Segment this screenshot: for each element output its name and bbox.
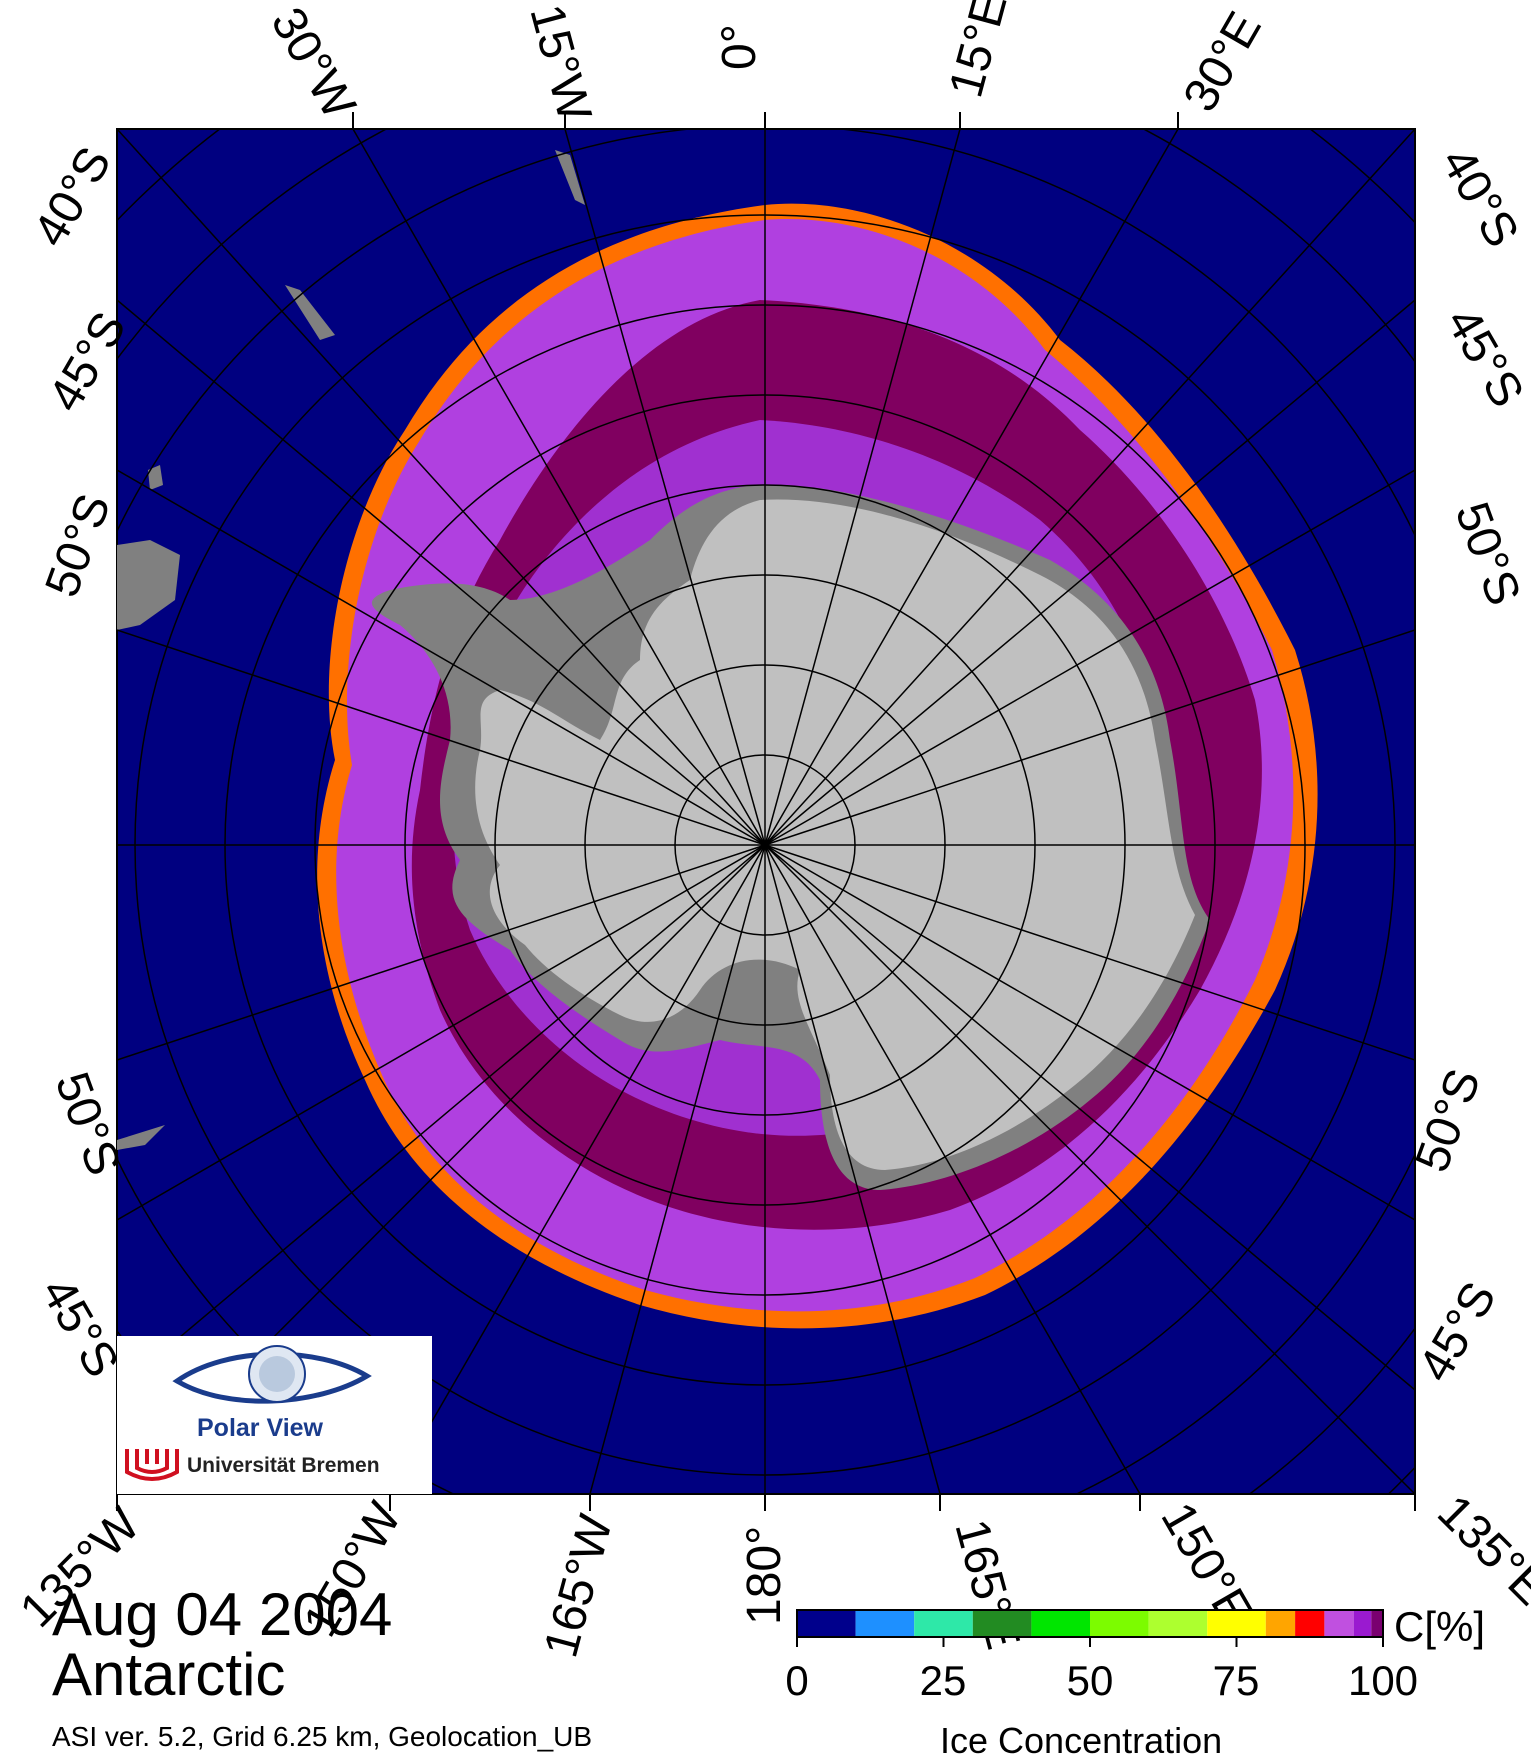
colorbar-tick: 75 — [1212, 1657, 1260, 1704]
colorbar-tick: 25 — [919, 1657, 967, 1704]
map-date: Aug 04 2004 — [52, 1581, 393, 1648]
label-left-50s-top: 50°S — [36, 487, 122, 603]
logo-institution: Universität Bremen — [187, 1454, 380, 1477]
label-top-15e: 15°E — [939, 0, 1017, 103]
label-top-0: 0° — [713, 24, 766, 70]
label-right-50s-bottom: 50°S — [1406, 1062, 1492, 1178]
label-right-40s: 40°S — [1430, 139, 1528, 256]
colorbar-segment — [1265, 1610, 1296, 1637]
frame-ticks — [116, 112, 1416, 1511]
colorbar-tick: 50 — [1066, 1657, 1114, 1704]
colorbar-segment — [1324, 1610, 1354, 1637]
colorbar-segment — [855, 1610, 915, 1637]
colorbar-frame — [796, 1609, 1384, 1638]
island-georgia — [555, 150, 585, 205]
polar-view-logo: Polar View Universität Bremen — [117, 1336, 432, 1494]
colorbar-segment — [914, 1610, 973, 1637]
colorbar-unit: C[%] — [1394, 1603, 1486, 1650]
colorbar-segment — [1295, 1610, 1325, 1637]
university-emblem-icon — [125, 1449, 179, 1481]
label-right-45s-bottom: 45°S — [1409, 1273, 1507, 1390]
label-left-45s-bottom: 45°S — [30, 1269, 128, 1386]
colorbar-tick: 0 — [785, 1657, 809, 1704]
colorbar-segment — [1207, 1610, 1266, 1637]
label-bottom-180: 180° — [738, 1526, 791, 1625]
colorbar-segment — [972, 1610, 1032, 1637]
label-bottom-165w: 165°W — [534, 1509, 623, 1663]
colorbar-segment — [1353, 1610, 1372, 1637]
antarctica-ice-sheet — [475, 499, 1195, 1170]
colorbar-segment — [1031, 1610, 1090, 1637]
colorbar-segment — [797, 1610, 856, 1637]
colorbar — [796, 1610, 1384, 1647]
label-top-30w: 30°W — [260, 0, 365, 128]
map-region: Antarctic — [52, 1641, 286, 1708]
label-top-30e: 30°E — [1174, 3, 1272, 120]
label-right-45s-top: 45°S — [1435, 299, 1531, 416]
label-left-40s: 40°S — [24, 138, 122, 255]
label-right-50s-top: 50°S — [1445, 496, 1531, 612]
island-sandwich — [285, 285, 335, 340]
colorbar-tick: 100 — [1347, 1657, 1419, 1704]
colorbar-segment — [1371, 1610, 1383, 1637]
logo-title: Polar View — [197, 1414, 323, 1442]
eye-icon — [172, 1345, 372, 1404]
label-bottom-135e: 135°E — [1427, 1485, 1531, 1615]
colorbar-segment — [1148, 1610, 1208, 1637]
colorbar-title: Ice Concentration — [940, 1720, 1223, 1761]
label-top-15w: 15°W — [519, 0, 601, 127]
colorbar-segment — [1090, 1610, 1149, 1637]
landmass-south-america — [117, 540, 180, 630]
island-sw — [117, 1125, 165, 1150]
island-small-west — [148, 465, 163, 490]
map-metadata: ASI ver. 5.2, Grid 6.25 km, Geolocation_… — [52, 1721, 593, 1752]
